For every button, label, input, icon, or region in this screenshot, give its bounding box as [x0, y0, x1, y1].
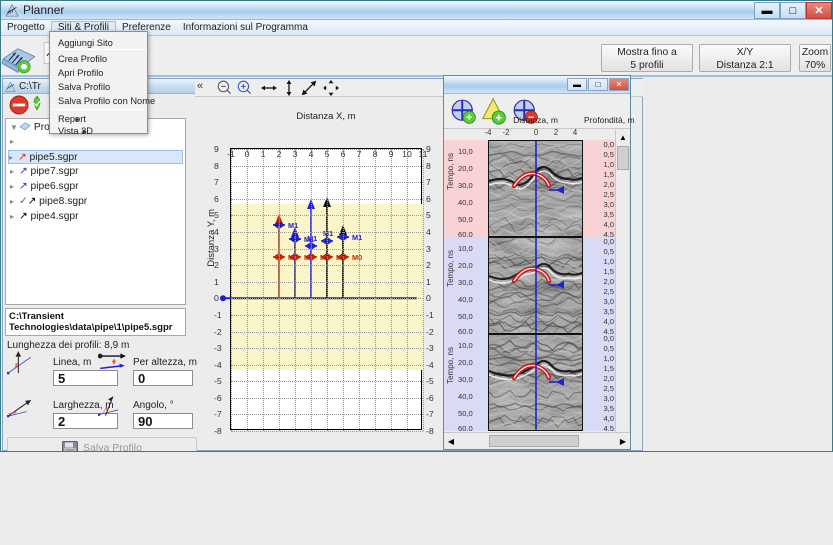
- svg-text:M1: M1: [288, 221, 298, 230]
- svg-text:M1: M1: [323, 229, 333, 238]
- svg-text:M1: M1: [352, 233, 362, 242]
- svg-text:M1: M1: [307, 234, 317, 243]
- svg-text:M0: M0: [352, 253, 362, 262]
